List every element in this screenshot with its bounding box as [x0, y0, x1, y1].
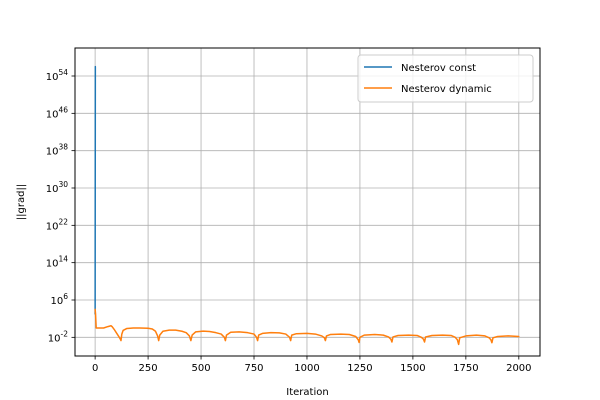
series-line-nesterov-dynamic: [94, 308, 520, 346]
y-tick-label: 1046: [46, 105, 69, 120]
y-tick-label: 1030: [46, 180, 69, 195]
x-tick-label: 2000: [506, 363, 531, 374]
y-axis-title: ||grad||: [16, 184, 27, 220]
legend-box: [357, 54, 534, 103]
y-tick-label: 1014: [46, 255, 69, 270]
x-axis: 0 250 500 750 1000 1250 1500 1750 2000: [92, 356, 532, 374]
x-tick-label: 750: [244, 363, 263, 374]
x-tick-label: 1000: [294, 363, 319, 374]
x-tick-label: 250: [139, 363, 158, 374]
y-tick-label: 106: [50, 292, 68, 307]
y-axis: 10-2 106 1014 1022 1030 1038 1046 1054: [46, 68, 75, 344]
x-tick-label: 500: [192, 363, 211, 374]
x-tick-label: 1750: [453, 363, 478, 374]
y-tick-label: 1022: [46, 217, 69, 232]
x-tick-label: 0: [92, 363, 98, 374]
y-tick-label: 10-2: [48, 329, 68, 344]
legend-label: Nesterov dynamic: [401, 84, 492, 95]
legend-label: Nesterov const: [401, 63, 476, 74]
x-tick-label: 1500: [400, 363, 425, 374]
x-axis-title: Iteration: [286, 387, 328, 398]
y-tick-label: 1054: [46, 68, 69, 83]
y-tick-label: 1038: [46, 143, 69, 158]
legend: Nesterov const Nesterov dynamic: [357, 54, 534, 103]
x-tick-label: 1250: [347, 363, 372, 374]
axes-frame: [74, 47, 541, 357]
plot-area: [94, 65, 520, 346]
